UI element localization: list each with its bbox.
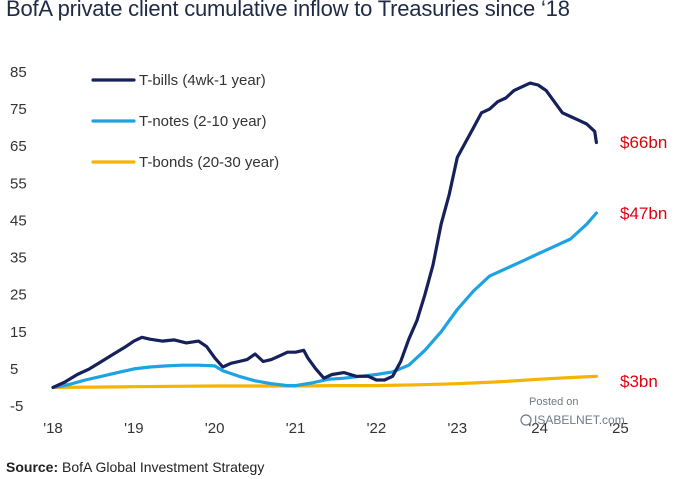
y-tick-label: 75	[10, 101, 27, 118]
x-axis: '18 '19 '20 '21 '22 '23 '24 '25	[43, 420, 629, 437]
legend-label-tbonds: T-bonds (20-30 year)	[139, 154, 279, 171]
end-label-tbonds: $3bn	[620, 372, 658, 391]
series-line-tbonds	[51, 374, 599, 389]
watermark-site: ISABELNET.com	[534, 413, 625, 427]
x-tick-label: '20	[205, 420, 225, 437]
x-tick-label: '25	[609, 420, 629, 437]
end-label-tnotes: $47bn	[620, 204, 667, 223]
legend: T-bills (4wk-1 year) T-notes (2-10 year) T…	[91, 72, 279, 171]
source-text: BofA Global Investment Strategy	[62, 459, 265, 475]
source-label: Source:	[6, 459, 59, 475]
y-tick-label: 85	[10, 64, 27, 81]
x-tick-label: '23	[448, 420, 468, 437]
series-lines	[51, 81, 599, 389]
x-tick-label: '18	[43, 420, 63, 437]
y-tick-label: 25	[10, 287, 27, 304]
end-labels: $66bn $47bn $3bn	[620, 133, 667, 391]
watermark: Posted on ISABELNET.com	[520, 396, 625, 427]
source-note: Source: BofA Global Investment Strategy	[6, 459, 264, 475]
watermark-posted-on: Posted on	[529, 396, 579, 408]
series-line-tbills	[51, 81, 599, 389]
globe-icon	[520, 414, 532, 426]
legend-label-tnotes: T-notes (2-10 year)	[139, 113, 267, 130]
legend-label-tbills: T-bills (4wk-1 year)	[139, 72, 266, 89]
chart-title: BofA private client cumulative inflow to…	[6, 0, 570, 21]
y-tick-label: 35	[10, 250, 27, 267]
x-tick-label: '19	[124, 420, 144, 437]
x-tick-label: '22	[367, 420, 387, 437]
end-label-tbills: $66bn	[620, 133, 667, 152]
x-tick-label: '24	[528, 420, 548, 437]
y-tick-label: 5	[10, 361, 18, 378]
x-tick-label: '21	[286, 420, 306, 437]
y-tick-label: 15	[10, 324, 27, 341]
y-tick-label: -5	[10, 398, 23, 415]
y-axis: 85 75 65 55 45 35 25 15 5 -5	[10, 64, 27, 415]
y-tick-label: 65	[10, 138, 27, 155]
y-tick-label: 55	[10, 175, 27, 192]
series-line-tnotes	[51, 211, 599, 389]
y-tick-label: 45	[10, 212, 27, 229]
